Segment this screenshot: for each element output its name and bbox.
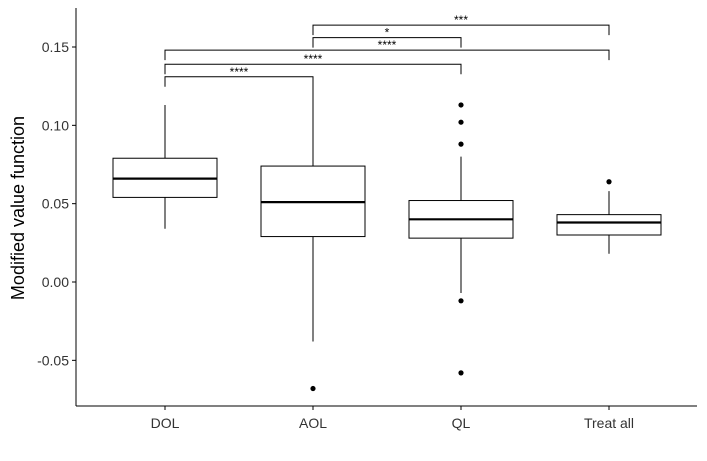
x-tick-label: QL — [452, 415, 471, 431]
y-axis-title: Modified value function — [8, 116, 28, 300]
outlier-point — [458, 102, 464, 108]
x-tick-label: Treat all — [584, 415, 634, 431]
outlier-point — [458, 370, 464, 376]
significance-label: * — [385, 26, 390, 40]
significance-bracket — [312, 37, 462, 48]
x-tick-label: DOL — [151, 415, 180, 431]
significance-bracket — [164, 63, 462, 75]
y-tick-label: 0.05 — [42, 196, 69, 212]
significance-label: *** — [454, 13, 468, 27]
y-tick-label: -0.05 — [37, 352, 69, 368]
box-iqr — [556, 214, 662, 236]
x-tick-label: AOL — [299, 415, 327, 431]
outlier-point — [310, 385, 316, 392]
outlier-point — [458, 119, 464, 125]
outlier-point — [458, 298, 464, 304]
significance-bracket — [164, 49, 610, 61]
significance-label: **** — [230, 65, 249, 79]
significance-bracket — [164, 76, 314, 87]
y-tick-label: 0.15 — [42, 39, 69, 55]
significance-label: **** — [378, 38, 397, 52]
outlier-point — [458, 141, 464, 147]
significance-bracket — [312, 24, 610, 36]
y-tick-label: 0.00 — [42, 274, 69, 290]
y-tick-label: 0.10 — [42, 117, 69, 133]
outlier-point — [606, 179, 612, 185]
significance-label: **** — [304, 52, 323, 66]
